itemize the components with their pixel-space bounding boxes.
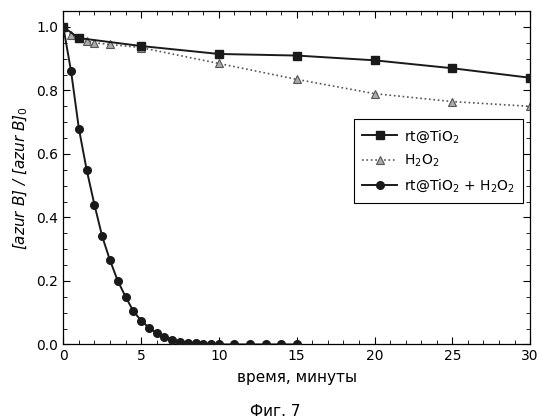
rt@TiO$_2$ + H$_2$O$_2$: [130, 309, 136, 314]
H$_2$O$_2$: [68, 32, 74, 37]
rt@TiO$_2$ + H$_2$O$_2$: [192, 341, 199, 346]
rt@TiO$_2$ + H$_2$O$_2$: [138, 318, 145, 323]
H$_2$O$_2$: [60, 24, 67, 29]
rt@TiO$_2$ + H$_2$O$_2$: [231, 342, 238, 347]
rt@TiO$_2$ + H$_2$O$_2$: [68, 69, 74, 74]
rt@TiO$_2$: [75, 36, 82, 41]
Line: H$_2$O$_2$: H$_2$O$_2$: [59, 23, 534, 110]
rt@TiO$_2$ + H$_2$O$_2$: [153, 331, 160, 336]
rt@TiO$_2$: [294, 53, 300, 58]
rt@TiO$_2$ + H$_2$O$_2$: [247, 342, 254, 347]
rt@TiO$_2$ + H$_2$O$_2$: [99, 234, 106, 239]
Line: rt@TiO$_2$ + H$_2$O$_2$: rt@TiO$_2$ + H$_2$O$_2$: [59, 23, 300, 348]
rt@TiO$_2$ + H$_2$O$_2$: [146, 325, 152, 330]
H$_2$O$_2$: [138, 45, 145, 50]
rt@TiO$_2$ + H$_2$O$_2$: [91, 202, 98, 207]
H$_2$O$_2$: [216, 61, 222, 66]
Text: Фиг. 7: Фиг. 7: [250, 404, 300, 419]
Line: rt@TiO$_2$: rt@TiO$_2$: [59, 23, 534, 81]
rt@TiO$_2$: [527, 75, 534, 80]
rt@TiO$_2$ + H$_2$O$_2$: [294, 342, 300, 347]
rt@TiO$_2$ + H$_2$O$_2$: [200, 341, 207, 346]
rt@TiO$_2$: [138, 44, 145, 49]
rt@TiO$_2$: [216, 51, 222, 56]
H$_2$O$_2$: [84, 39, 90, 44]
rt@TiO$_2$ + H$_2$O$_2$: [177, 339, 183, 344]
Y-axis label: [azur B] / [azur B]$_0$: [azur B] / [azur B]$_0$: [11, 106, 30, 250]
rt@TiO$_2$ + H$_2$O$_2$: [75, 126, 82, 131]
rt@TiO$_2$: [449, 66, 455, 71]
rt@TiO$_2$ + H$_2$O$_2$: [278, 342, 284, 347]
rt@TiO$_2$ + H$_2$O$_2$: [122, 294, 129, 299]
rt@TiO$_2$: [371, 58, 378, 63]
H$_2$O$_2$: [294, 77, 300, 82]
rt@TiO$_2$: [60, 24, 67, 29]
H$_2$O$_2$: [107, 42, 113, 47]
Legend: rt@TiO$_2$, H$_2$O$_2$, rt@TiO$_2$ + H$_2$O$_2$: rt@TiO$_2$, H$_2$O$_2$, rt@TiO$_2$ + H$_…: [354, 119, 523, 203]
H$_2$O$_2$: [75, 36, 82, 41]
rt@TiO$_2$ + H$_2$O$_2$: [216, 342, 222, 347]
H$_2$O$_2$: [91, 40, 98, 45]
rt@TiO$_2$ + H$_2$O$_2$: [114, 278, 121, 284]
rt@TiO$_2$ + H$_2$O$_2$: [184, 340, 191, 345]
rt@TiO$_2$ + H$_2$O$_2$: [208, 342, 214, 347]
rt@TiO$_2$ + H$_2$O$_2$: [262, 342, 269, 347]
rt@TiO$_2$ + H$_2$O$_2$: [60, 24, 67, 29]
rt@TiO$_2$ + H$_2$O$_2$: [169, 337, 175, 342]
rt@TiO$_2$ + H$_2$O$_2$: [107, 258, 113, 263]
rt@TiO$_2$ + H$_2$O$_2$: [84, 167, 90, 172]
H$_2$O$_2$: [449, 99, 455, 104]
X-axis label: время, минуты: время, минуты: [236, 370, 357, 385]
H$_2$O$_2$: [527, 104, 534, 109]
rt@TiO$_2$ + H$_2$O$_2$: [161, 334, 168, 339]
H$_2$O$_2$: [371, 91, 378, 96]
